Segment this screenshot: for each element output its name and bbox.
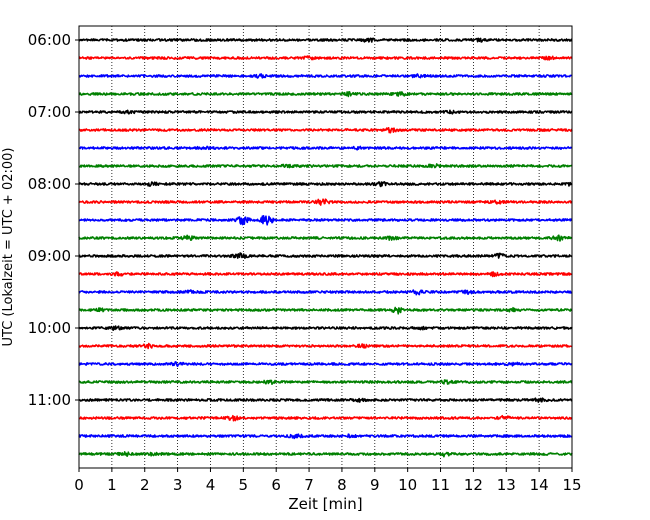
trace-line: [78, 163, 573, 169]
trace-line: [78, 325, 573, 331]
x-tick-label: 1: [107, 476, 117, 494]
trace-line: [78, 90, 573, 98]
x-tick-label: 4: [206, 476, 216, 494]
y-axis-label: UTC (Lokalzeit = UTC + 02:00): [1, 148, 16, 347]
trace-line: [78, 451, 573, 458]
trace-line: [78, 126, 573, 134]
x-tick-label: 0: [74, 476, 84, 494]
trace-line: [78, 414, 573, 422]
x-tick-label: 3: [173, 476, 183, 494]
x-tick-label: 15: [562, 476, 581, 494]
trace-line: [78, 433, 573, 440]
x-tick-label: 2: [140, 476, 150, 494]
y-tick-label: 06:00: [28, 31, 71, 49]
x-tick-label: 6: [271, 476, 281, 494]
trace-line: [78, 252, 573, 259]
x-tick-label: 9: [370, 476, 380, 494]
trace-line: [78, 214, 573, 226]
y-tick-label: 08:00: [28, 175, 71, 193]
x-tick-label: 8: [337, 476, 347, 494]
trace-line: [78, 73, 573, 79]
x-tick-label: 14: [530, 476, 549, 494]
trace-line: [78, 55, 573, 61]
trace-line: [78, 109, 573, 115]
trace-line: [78, 306, 573, 315]
y-tick-label: 07:00: [28, 103, 71, 121]
trace-line: [78, 234, 573, 242]
trace-line: [78, 397, 573, 403]
trace-line: [78, 181, 573, 188]
y-ticks: 06:00 07:00 08:00 09:00 10:00 11:00: [28, 31, 79, 409]
y-tick-label: 09:00: [28, 247, 71, 265]
x-tick-label: 11: [431, 476, 450, 494]
y-tick-label: 10:00: [28, 319, 71, 337]
x-tick-label: 10: [398, 476, 417, 494]
plot-frame: [78, 25, 573, 469]
y-tick-label: 11:00: [28, 391, 71, 409]
trace-line: [78, 198, 573, 206]
trace-line: [78, 271, 573, 278]
x-tick-label: 7: [304, 476, 314, 494]
trace-line: [78, 361, 573, 368]
x-ticks: 0 1 2 3 4 5 6 7 8 9 10 11 12 13 14 15: [74, 468, 582, 494]
x-tick-label: 12: [464, 476, 483, 494]
trace-line: [78, 342, 573, 350]
x-axis-label: Zeit [min]: [288, 495, 362, 513]
trace-line: [78, 37, 573, 43]
x-tick-label: 5: [239, 476, 249, 494]
trace-line: [78, 379, 573, 386]
trace-line: [78, 289, 573, 296]
x-tick-label: 13: [497, 476, 516, 494]
trace-line: [78, 145, 573, 151]
trace-lines: [78, 37, 573, 458]
